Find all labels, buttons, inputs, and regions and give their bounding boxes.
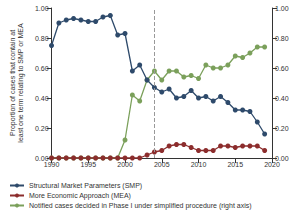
svg-text:0.60: 0.60 xyxy=(275,65,289,72)
svg-text:2020: 2020 xyxy=(264,161,280,168)
svg-text:0.20: 0.20 xyxy=(35,125,49,132)
svg-text:1.00: 1.00 xyxy=(275,5,289,12)
svg-text:1.00: 1.00 xyxy=(35,5,49,12)
svg-text:0.40: 0.40 xyxy=(35,95,49,102)
svg-text:0.00: 0.00 xyxy=(275,154,289,162)
svg-text:Notified cases decided in Phas: Notified cases decided in Phase I under … xyxy=(29,202,252,210)
svg-text:Structural Market Parameters (: Structural Market Parameters (SMP) xyxy=(29,182,142,190)
svg-text:2015: 2015 xyxy=(227,161,243,168)
svg-text:least one term relating to SMP: least one term relating to SMP or MEA xyxy=(17,23,25,143)
svg-text:More Economic Approach (MEA): More Economic Approach (MEA) xyxy=(29,192,131,200)
svg-text:2005: 2005 xyxy=(154,161,170,168)
svg-text:2000: 2000 xyxy=(117,161,133,168)
svg-text:0.80: 0.80 xyxy=(35,35,49,42)
svg-text:0.20: 0.20 xyxy=(275,125,289,132)
svg-text:0.80: 0.80 xyxy=(275,35,289,42)
svg-text:1995: 1995 xyxy=(80,161,96,168)
svg-text:Proportion of cases that conta: Proportion of cases that contain at xyxy=(9,30,17,136)
svg-text:0.00: 0.00 xyxy=(34,154,49,162)
svg-text:0.40: 0.40 xyxy=(275,95,289,102)
svg-text:2010: 2010 xyxy=(191,161,207,168)
svg-text:1990: 1990 xyxy=(44,161,60,168)
svg-text:0.60: 0.60 xyxy=(35,65,49,72)
